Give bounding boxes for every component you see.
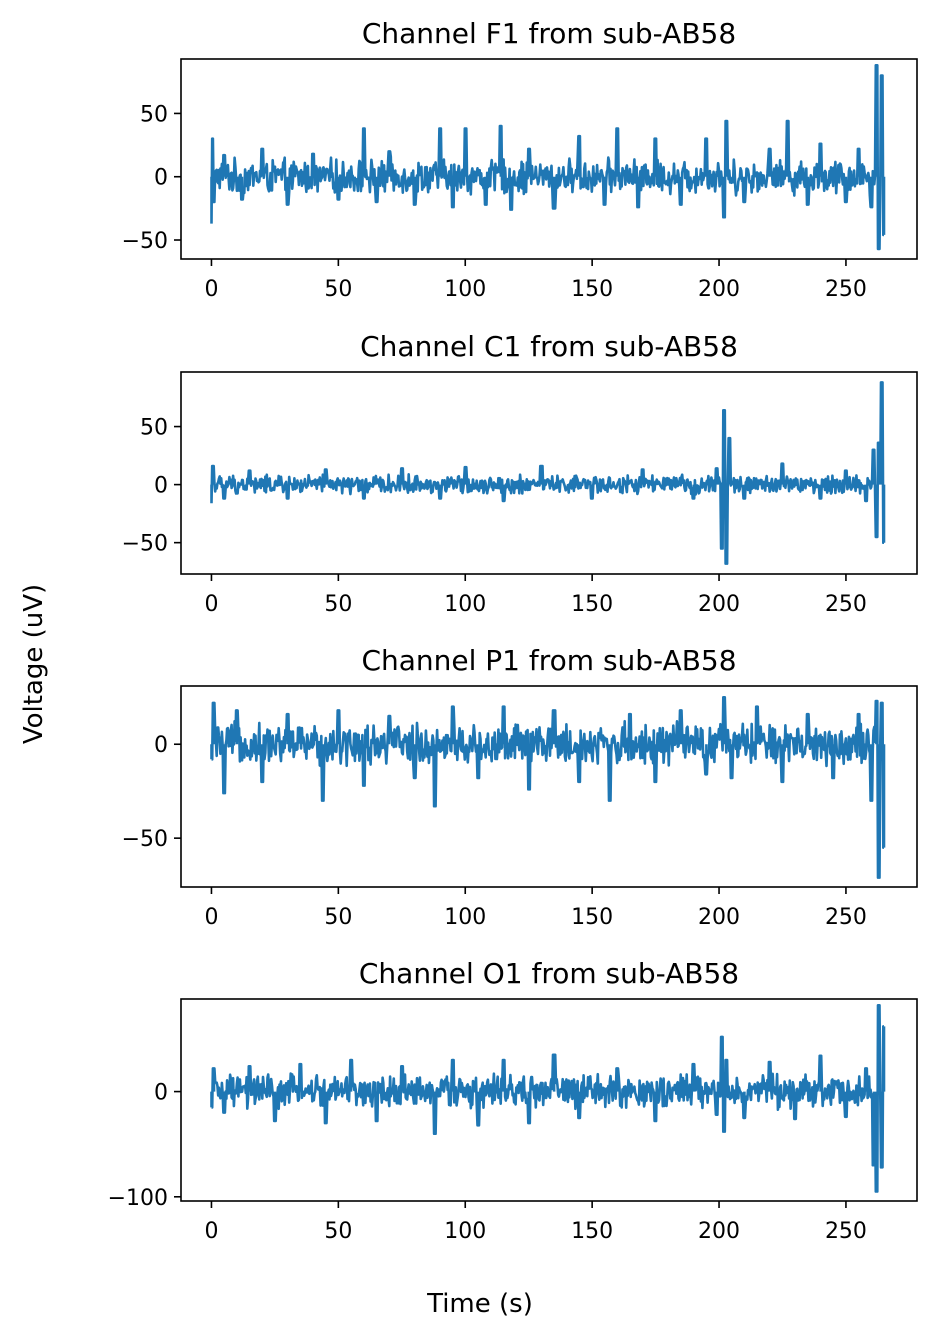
axes-frame-o1 (180, 998, 918, 1202)
x-tick-label-c1: 100 (444, 592, 486, 617)
panel-f1: Channel F1 from sub-AB58 0 50 100 150 200 250 5… (122, 17, 918, 302)
series-line-o1 (210, 1004, 886, 1193)
y-tick-label-f1: 50 (140, 102, 168, 127)
x-tick-label-c1: 50 (324, 592, 352, 617)
chart-title-o1: Channel O1 from sub-AB58 (359, 957, 739, 990)
chart-title-f1: Channel F1 from sub-AB58 (362, 17, 736, 50)
x-tick-label-p1: 150 (571, 905, 613, 930)
y-tick-label-p1: −50 (122, 827, 168, 852)
x-tick-label-o1: 150 (571, 1219, 613, 1244)
x-tick-label-c1: 0 (204, 592, 218, 617)
x-tick-label-o1: 0 (204, 1219, 218, 1244)
y-axis-label: Voltage (uV) (19, 584, 49, 744)
series-line-p1 (210, 696, 886, 879)
x-tick-label-c1: 250 (825, 592, 867, 617)
x-tick-label-f1: 0 (204, 277, 218, 302)
y-tick-label-o1: 0 (154, 1081, 168, 1106)
axes-frame-c1 (180, 371, 918, 575)
panel-c1: Channel C1 from sub-AB58 0 50 100 150 200 250 5… (122, 330, 918, 617)
axes-frame-f1 (180, 58, 918, 260)
panel-p1: Channel P1 from sub-AB58 0 50 100 150 200 250 0… (122, 644, 918, 930)
x-tick-label-o1: 250 (825, 1219, 867, 1244)
chart-title-p1: Channel P1 from sub-AB58 (361, 644, 736, 677)
y-tick-label-o1: −100 (108, 1186, 168, 1211)
x-tick-label-f1: 100 (444, 277, 486, 302)
series-line-c1 (210, 381, 886, 565)
y-tick-label-c1: −50 (122, 532, 168, 557)
x-tick-label-c1: 150 (571, 592, 613, 617)
x-tick-label-o1: 50 (324, 1219, 352, 1244)
y-tick-label-f1: −50 (122, 229, 168, 254)
x-tick-label-c1: 200 (698, 592, 740, 617)
x-tick-label-p1: 250 (825, 905, 867, 930)
y-tick-label-c1: 0 (154, 474, 168, 499)
x-tick-label-p1: 100 (444, 905, 486, 930)
x-tick-label-f1: 50 (324, 277, 352, 302)
x-tick-label-f1: 250 (825, 277, 867, 302)
x-tick-label-p1: 50 (324, 905, 352, 930)
x-tick-label-o1: 200 (698, 1219, 740, 1244)
panel-o1: Channel O1 from sub-AB58 0 50 100 150 200 250 0… (108, 957, 918, 1244)
x-tick-label-o1: 100 (444, 1219, 486, 1244)
chart-title-c1: Channel C1 from sub-AB58 (360, 330, 738, 363)
x-tick-label-f1: 200 (698, 277, 740, 302)
axes-frame-p1 (180, 685, 918, 888)
y-tick-label-p1: 0 (154, 733, 168, 758)
x-axis-label: Time (s) (426, 1289, 533, 1319)
y-tick-label-c1: 50 (140, 416, 168, 441)
y-tick-label-f1: 0 (154, 166, 168, 191)
x-tick-label-f1: 150 (571, 277, 613, 302)
x-tick-label-p1: 0 (204, 905, 218, 930)
x-tick-label-p1: 200 (698, 905, 740, 930)
series-line-f1 (210, 64, 886, 251)
